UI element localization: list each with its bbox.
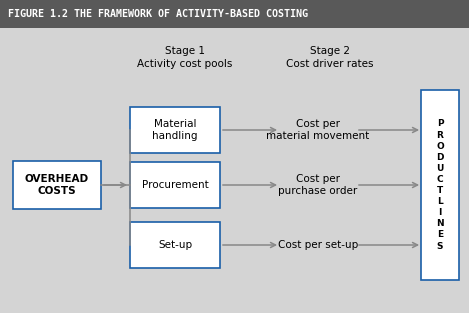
Text: Stage 1
Activity cost pools: Stage 1 Activity cost pools	[137, 46, 233, 69]
Text: OVERHEAD
COSTS: OVERHEAD COSTS	[25, 174, 89, 196]
Bar	[421, 90, 459, 280]
Text: Procurement: Procurement	[142, 180, 208, 190]
Bar	[0, 0, 469, 28]
Text: Cost per
purchase order: Cost per purchase order	[279, 174, 358, 196]
Text: P
R
O
D
U
C
T
L
I
N
E
S: P R O D U C T L I N E S	[436, 120, 444, 250]
Bar	[13, 161, 101, 209]
Text: FIGURE 1.2 THE FRAMEWORK OF ACTIVITY-BASED COSTING: FIGURE 1.2 THE FRAMEWORK OF ACTIVITY-BAS…	[8, 9, 308, 19]
Text: Stage 2
Cost driver rates: Stage 2 Cost driver rates	[286, 46, 374, 69]
Text: Material
handling: Material handling	[152, 119, 198, 141]
Text: Cost per
material movement: Cost per material movement	[266, 119, 370, 141]
Text: Cost per set-up: Cost per set-up	[278, 240, 358, 250]
Bar	[130, 162, 220, 208]
Text: Set-up: Set-up	[158, 240, 192, 250]
Bar	[130, 222, 220, 268]
Bar	[130, 107, 220, 153]
